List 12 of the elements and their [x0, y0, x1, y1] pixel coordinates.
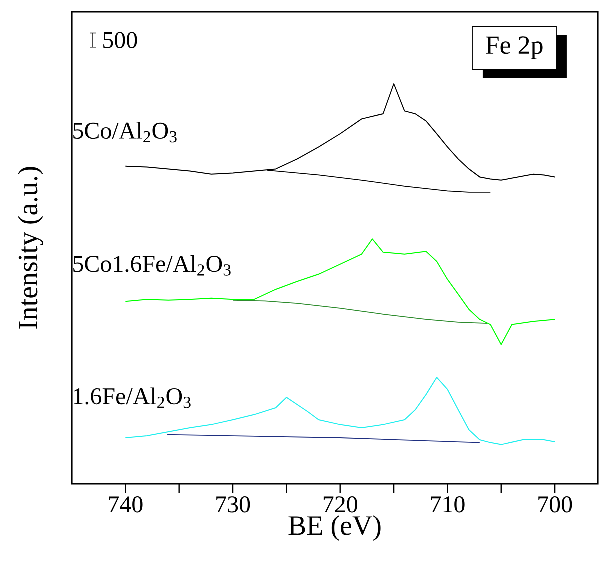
- x-tick-label: 720: [324, 496, 358, 513]
- series-label: 5Co1.6Fe/Al$_{2}$O$_{3}$: [74, 255, 231, 276]
- series-label: 5Co/Al$_{2}$O$_{3}$: [74, 122, 177, 143]
- series-label: 1.6Fe/Al$_{2}$O$_{3}$: [74, 388, 191, 408]
- x-tick-label: 730: [216, 496, 250, 513]
- x-tick-label: 710: [431, 496, 465, 513]
- text: Fe 2p: [486, 36, 543, 60]
- y-axis-title: Intensity (a.u.): [18, 167, 44, 330]
- x-tick-label: 740: [109, 496, 143, 513]
- text: 500: [104, 32, 138, 48]
- x-axis-title: BE (eV): [288, 516, 381, 541]
- x-tick-label: 700: [538, 496, 572, 513]
